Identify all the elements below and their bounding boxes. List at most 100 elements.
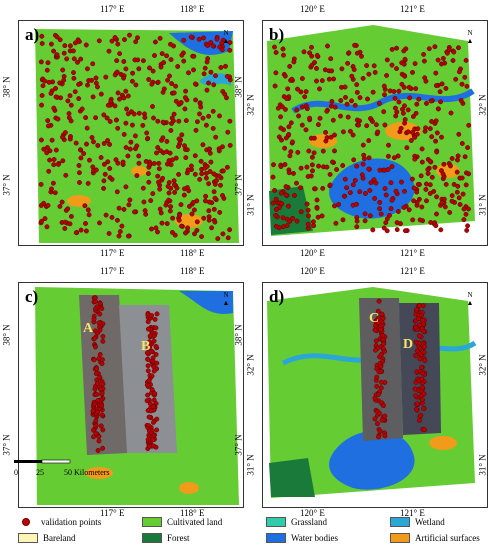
validation-point — [133, 39, 139, 45]
validation-point — [150, 437, 156, 443]
validation-point — [52, 190, 58, 196]
validation-point — [342, 193, 347, 199]
validation-point — [96, 320, 102, 326]
validation-point — [418, 173, 424, 179]
validation-point — [194, 227, 200, 233]
validation-point — [66, 115, 72, 121]
validation-point — [62, 226, 68, 231]
validation-point — [97, 352, 103, 357]
validation-point — [433, 70, 439, 76]
validation-point — [310, 168, 315, 174]
validation-point — [273, 206, 279, 212]
validation-point — [190, 199, 196, 205]
validation-point — [103, 74, 109, 80]
validation-point — [378, 379, 384, 385]
right-tick: 37° N — [233, 174, 244, 196]
validation-point — [354, 50, 360, 56]
validation-point — [99, 361, 105, 367]
validation-point — [194, 219, 200, 225]
validation-point — [167, 208, 173, 214]
validation-point — [192, 171, 198, 177]
validation-point — [151, 419, 156, 425]
validation-point — [155, 145, 161, 150]
legend-label: Forest — [167, 533, 190, 543]
validation-point — [51, 157, 57, 162]
validation-point — [414, 189, 420, 195]
top-tick: 120° E — [300, 4, 325, 14]
validation-point — [291, 170, 296, 176]
validation-point — [357, 189, 363, 195]
validation-point — [312, 60, 317, 65]
validation-point — [273, 212, 279, 218]
validation-point — [273, 223, 279, 229]
validation-point — [387, 212, 392, 218]
validation-point — [95, 381, 100, 386]
validation-point — [147, 161, 153, 167]
validation-point — [168, 128, 174, 133]
artificial-surface — [131, 166, 147, 176]
validation-point — [362, 191, 368, 196]
validation-point — [212, 181, 218, 187]
validation-point — [455, 183, 461, 189]
validation-point — [182, 95, 188, 101]
validation-point — [402, 117, 408, 122]
validation-point — [99, 403, 105, 409]
validation-point — [429, 174, 435, 180]
validation-point — [207, 150, 213, 156]
validation-point — [200, 115, 206, 121]
validation-point — [284, 96, 290, 102]
validation-point — [394, 227, 400, 233]
validation-point — [290, 215, 296, 221]
validation-point — [461, 206, 467, 212]
validation-point — [379, 311, 385, 317]
validation-point — [366, 138, 372, 144]
validation-point — [100, 338, 106, 344]
legend-swatch — [390, 517, 410, 527]
validation-point — [44, 224, 50, 230]
validation-point — [116, 233, 122, 239]
validation-point — [280, 46, 286, 52]
validation-point — [128, 139, 134, 145]
validation-point — [201, 35, 206, 41]
validation-point — [218, 65, 224, 70]
validation-point — [398, 221, 403, 227]
validation-point — [442, 60, 448, 66]
validation-point — [290, 139, 295, 145]
validation-point — [212, 219, 218, 225]
validation-point — [413, 406, 419, 412]
lake — [329, 430, 415, 490]
validation-point — [204, 87, 210, 93]
validation-point — [340, 217, 346, 223]
validation-point — [459, 141, 465, 146]
validation-point — [123, 88, 129, 94]
validation-point — [197, 176, 203, 182]
validation-point — [282, 145, 288, 151]
validation-point — [309, 53, 315, 59]
validation-point — [433, 83, 439, 89]
scale-tick: 0 — [14, 468, 18, 477]
validation-point — [365, 96, 370, 102]
legend-label: Bareland — [43, 533, 76, 543]
validation-point — [463, 182, 469, 188]
validation-point — [136, 66, 142, 72]
validation-point — [329, 68, 335, 74]
validation-point — [168, 185, 174, 191]
validation-point — [279, 201, 285, 207]
validation-point — [120, 159, 126, 165]
validation-point — [360, 142, 366, 148]
validation-point — [306, 148, 312, 154]
scale-bar: 0 25 50 Kilometers — [14, 458, 110, 478]
validation-point — [145, 392, 151, 398]
validation-point — [145, 363, 151, 369]
validation-point — [89, 135, 95, 140]
validation-point — [413, 353, 419, 358]
validation-point — [272, 187, 278, 193]
validation-point — [201, 215, 207, 221]
validation-point — [191, 67, 196, 73]
validation-point — [218, 182, 223, 188]
validation-point — [423, 78, 429, 84]
validation-point — [376, 410, 382, 416]
validation-point — [184, 185, 190, 191]
validation-point — [371, 63, 377, 69]
validation-point — [304, 164, 310, 170]
